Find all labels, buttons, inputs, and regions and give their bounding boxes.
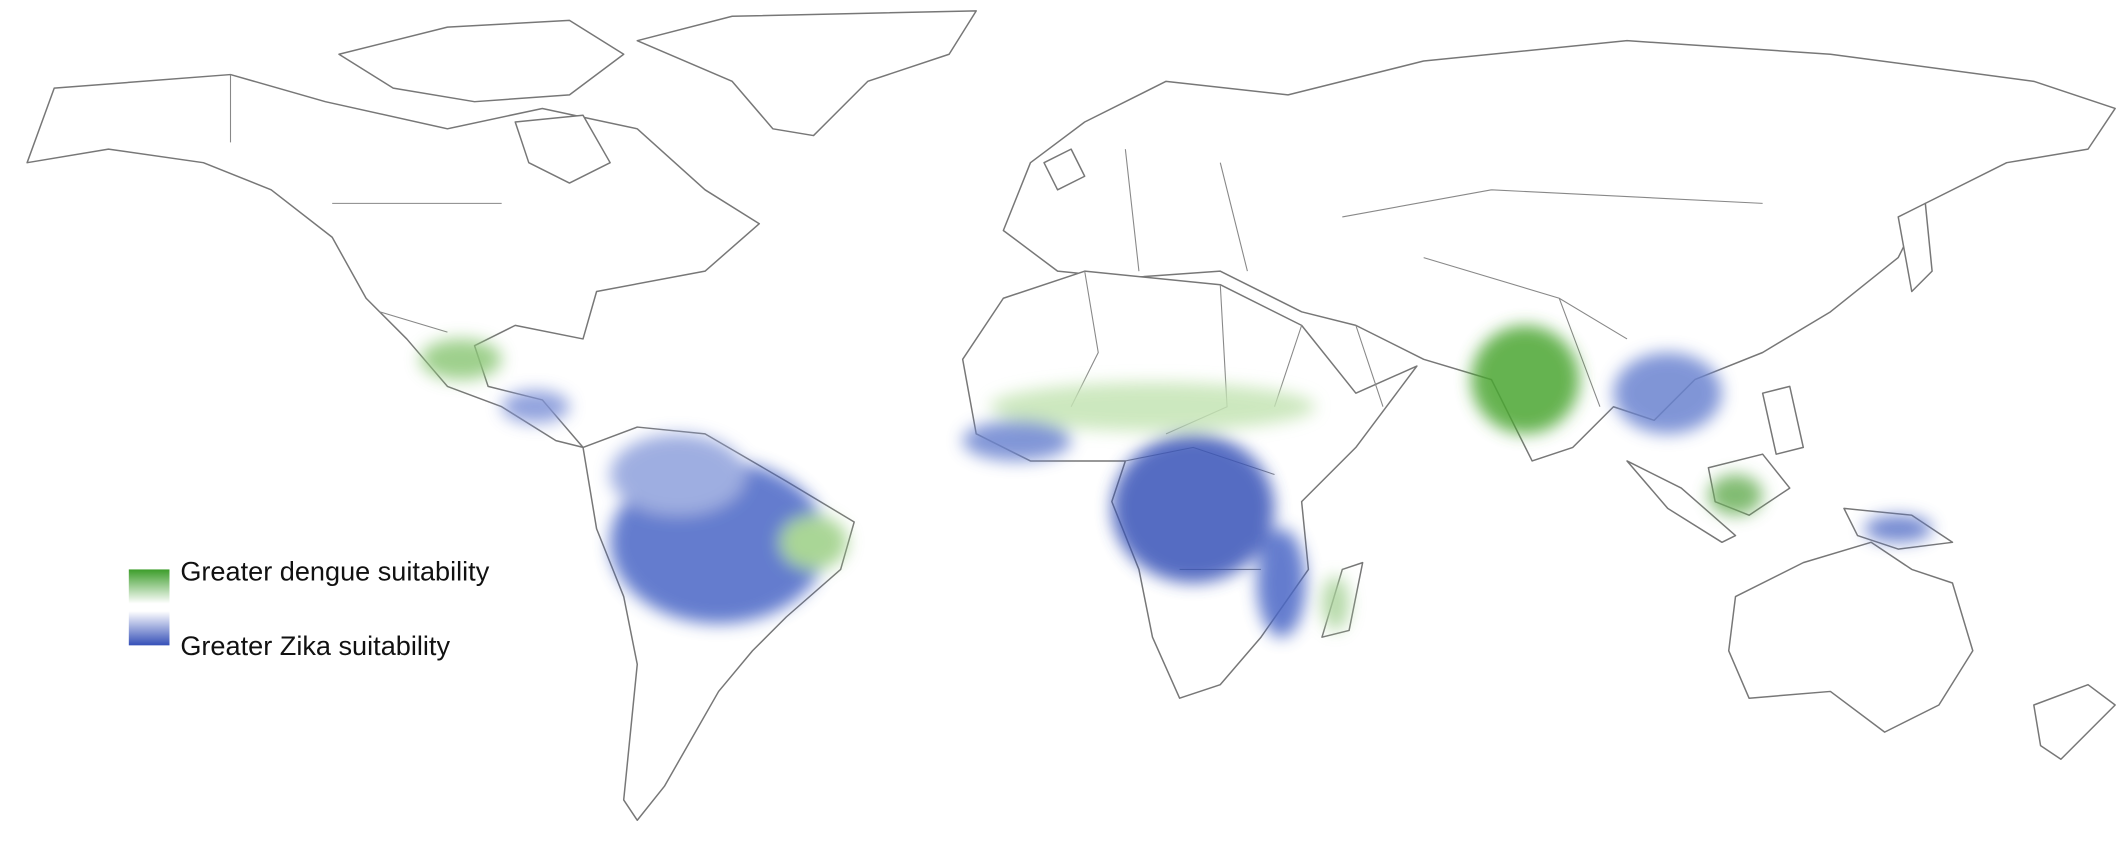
legend-label: Greater dengue suitability xyxy=(180,556,489,587)
legend-gradient xyxy=(128,569,170,646)
legend: Greater dengue suitability Greater Zika … xyxy=(128,556,490,661)
legend-label: Greater Zika suitability xyxy=(180,630,450,661)
suitability-shading xyxy=(420,325,1933,638)
